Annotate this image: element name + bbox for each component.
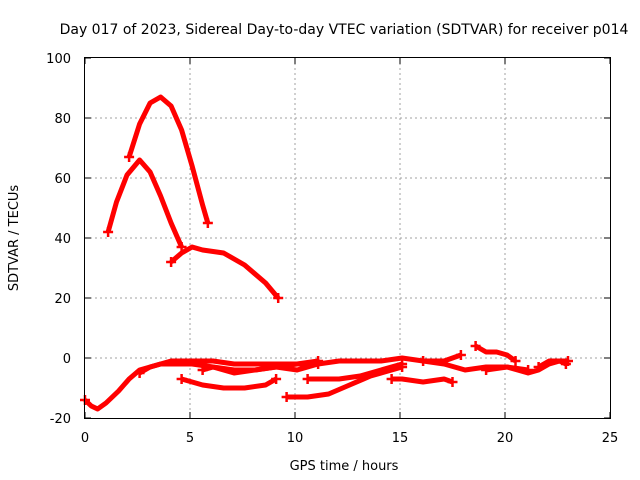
series-endpoint-marker xyxy=(560,359,571,369)
series-endpoint-marker xyxy=(197,365,208,375)
series-endpoint-marker xyxy=(455,350,466,360)
y-tick-label: 20 xyxy=(54,292,71,307)
series-endpoint-marker xyxy=(418,356,429,366)
series-low-arc-e xyxy=(286,364,403,400)
series-endpoint-marker xyxy=(510,356,521,366)
x-tick-label: 10 xyxy=(287,431,304,446)
y-tick-label: 0 xyxy=(63,352,71,367)
x-tick-label: 0 xyxy=(81,431,89,446)
series-endpoint-marker xyxy=(447,377,458,387)
series-endpoint-marker xyxy=(273,293,284,303)
series-endpoint-marker xyxy=(481,365,492,375)
x-tick-label: 20 xyxy=(497,431,514,446)
series-low-arc-f xyxy=(307,361,403,382)
y-tick-label: -20 xyxy=(50,412,71,427)
y-axis: -20 0 20 40 60 80 100 xyxy=(46,52,610,427)
series-endpoint-marker xyxy=(302,374,313,384)
series-endpoint-marker xyxy=(533,362,544,372)
series-endpoint-marker xyxy=(202,218,213,228)
series-endpoint-marker xyxy=(176,374,187,384)
series-arc-decay xyxy=(169,244,281,300)
y-tick-label: 40 xyxy=(54,232,71,247)
series-low-arc-d xyxy=(180,376,278,391)
series-arc-peak-66 xyxy=(105,157,184,249)
series-endpoint-marker xyxy=(134,368,145,378)
chart-title: Day 017 of 2023, Sidereal Day-to-day VTE… xyxy=(60,22,629,38)
x-axis-label: GPS time / hours xyxy=(290,459,399,474)
series-endpoint-marker xyxy=(103,227,114,237)
series-endpoint-marker xyxy=(166,257,177,267)
series-endpoint-marker xyxy=(386,374,397,384)
y-tick-label: 60 xyxy=(54,172,71,187)
x-tick-label: 15 xyxy=(392,431,409,446)
series-low-arc-i xyxy=(474,343,517,364)
series-low-arc-g xyxy=(391,376,454,385)
series-endpoint-marker xyxy=(281,392,292,402)
y-axis-label: SDTVAR / TECUs xyxy=(7,185,22,292)
series-arc-peak-87 xyxy=(126,94,211,224)
x-tick-label: 5 xyxy=(186,431,194,446)
series-endpoint-marker xyxy=(271,374,282,384)
series-endpoint-marker xyxy=(397,359,408,369)
series-endpoint-marker xyxy=(124,152,135,162)
series-endpoint-marker xyxy=(470,341,481,351)
y-tick-label: 100 xyxy=(46,52,71,67)
x-axis: 0 5 10 15 20 25 xyxy=(81,58,618,446)
y-tick-label: 80 xyxy=(54,112,71,127)
series-layer xyxy=(80,94,573,412)
series-low-arc-k xyxy=(537,358,567,370)
plot-frame xyxy=(84,57,611,419)
x-tick-label: 25 xyxy=(602,431,619,446)
